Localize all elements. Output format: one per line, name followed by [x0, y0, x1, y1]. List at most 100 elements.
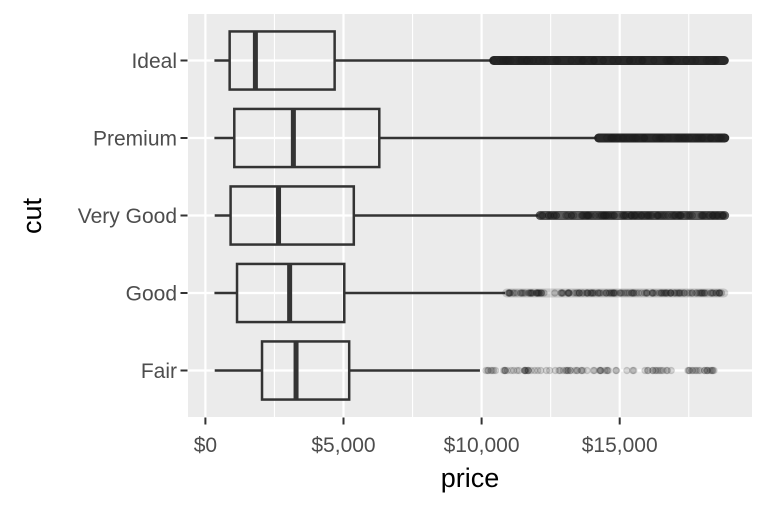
- outlier-point: [708, 211, 717, 220]
- outlier-point: [558, 289, 567, 297]
- outlier-point: [688, 56, 697, 65]
- outlier-point: [546, 211, 555, 220]
- outlier-point: [640, 134, 649, 142]
- outlier-point: [579, 56, 588, 65]
- outlier-point: [699, 211, 708, 220]
- outlier-point: [657, 289, 666, 297]
- outlier-point: [567, 56, 576, 65]
- outlier-point: [524, 289, 533, 297]
- outlier-point: [707, 289, 716, 297]
- outlier-point: [590, 366, 599, 375]
- outlier-point: [565, 289, 574, 297]
- outlier-point: [676, 289, 684, 297]
- outlier-point: [525, 289, 534, 297]
- outlier-point: [584, 211, 593, 220]
- outlier-point: [707, 366, 716, 375]
- outlier-point: [639, 56, 647, 65]
- outlier-point: [578, 289, 586, 297]
- outlier-point: [579, 366, 587, 375]
- outlier-point: [665, 134, 674, 142]
- outlier-point: [619, 289, 628, 297]
- outlier-point: [602, 211, 611, 220]
- outlier-point: [703, 366, 711, 375]
- outlier-point: [704, 211, 713, 220]
- outlier-point: [674, 211, 683, 220]
- outlier-point: [552, 56, 560, 65]
- outlier-point: [501, 366, 509, 375]
- outlier-point: [698, 211, 707, 220]
- outlier-point: [578, 56, 587, 65]
- x-tick-label: $0: [194, 434, 217, 457]
- outlier-point: [715, 289, 724, 297]
- outlier-point: [675, 211, 684, 220]
- outlier-band-ideal: [489, 56, 729, 65]
- outlier-point: [629, 366, 638, 375]
- outlier-point: [632, 211, 641, 220]
- outlier-point: [563, 211, 572, 220]
- outlier-point: [705, 211, 714, 220]
- outlier-point: [502, 56, 511, 65]
- outlier-point: [712, 56, 721, 65]
- outlier-point: [601, 366, 609, 375]
- outlier-point: [550, 289, 559, 297]
- outlier-point: [590, 56, 598, 65]
- outlier-point: [559, 289, 567, 297]
- outlier-point: [719, 211, 727, 220]
- outlier-point: [653, 211, 662, 220]
- outlier-point: [711, 211, 720, 220]
- outlier-point: [619, 211, 628, 220]
- outlier-point: [638, 134, 647, 142]
- outlier-point: [718, 211, 727, 220]
- outlier-point: [718, 211, 727, 220]
- outlier-point: [698, 289, 706, 297]
- outlier-point: [519, 289, 528, 297]
- y-tick-label: Fair: [141, 360, 177, 383]
- outlier-point: [674, 134, 683, 142]
- outlier-point: [570, 366, 579, 375]
- outlier-point: [684, 366, 692, 375]
- outlier-point: [604, 211, 613, 220]
- outlier-point: [648, 366, 657, 375]
- outlier-point: [569, 289, 578, 297]
- outlier-point: [580, 211, 589, 220]
- outlier-point: [579, 289, 588, 297]
- outlier-point: [521, 366, 529, 375]
- outlier-point: [641, 366, 649, 375]
- outlier-point: [699, 134, 708, 142]
- outlier-point: [634, 211, 643, 220]
- outlier-point: [677, 211, 685, 220]
- outlier-point: [542, 366, 551, 375]
- outlier-point: [692, 289, 701, 297]
- outlier-point: [672, 289, 681, 297]
- outlier-point: [612, 289, 621, 297]
- outlier-point: [557, 289, 565, 297]
- outlier-point: [602, 134, 611, 142]
- outlier-point: [711, 56, 719, 65]
- outlier-point: [533, 289, 542, 297]
- outlier-point: [610, 211, 618, 220]
- outlier-point: [708, 366, 717, 375]
- outlier-point: [662, 289, 671, 297]
- outlier-point: [607, 211, 616, 220]
- outlier-point: [701, 211, 710, 220]
- outlier-point: [616, 289, 625, 297]
- outlier-point: [562, 366, 571, 375]
- outlier-point: [602, 211, 610, 220]
- x-axis-title: price: [441, 463, 500, 493]
- outlier-point: [716, 134, 724, 142]
- outlier-band-good: [502, 288, 729, 298]
- outlier-point: [536, 366, 545, 375]
- outlier-point: [562, 211, 570, 220]
- outlier-point: [666, 289, 675, 297]
- outlier-point: [678, 289, 686, 297]
- outlier-point: [528, 289, 537, 297]
- outlier-point: [692, 366, 701, 375]
- outlier-point: [709, 289, 717, 297]
- outlier-point: [587, 289, 595, 297]
- outlier-point: [545, 366, 554, 375]
- outlier-point: [651, 366, 660, 375]
- outlier-point: [594, 211, 603, 220]
- outlier-point: [685, 366, 694, 375]
